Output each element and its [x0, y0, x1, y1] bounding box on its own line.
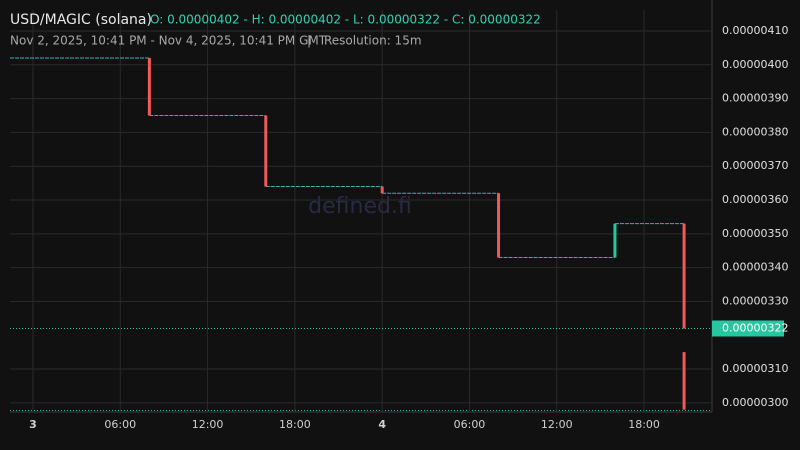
x-tick-label: 12:00 — [541, 418, 573, 431]
x-tick-label: 4 — [378, 418, 386, 431]
last-price-tag — [712, 320, 784, 337]
candle-body — [613, 223, 617, 258]
x-tick-label: 3 — [29, 418, 37, 431]
candle-body — [682, 352, 686, 410]
x-tick-label: 18:00 — [628, 418, 660, 431]
y-tick-label: 0.00000360 — [722, 193, 788, 206]
y-tick-label: 0.00000310 — [722, 362, 788, 375]
candle-body — [264, 115, 268, 187]
plot-area — [10, 10, 712, 412]
y-tick-label: 0.00000380 — [722, 125, 788, 138]
y-tick-label: 0.00000390 — [722, 92, 788, 105]
y-tick-label: 0.00000410 — [722, 24, 788, 37]
x-tick-label: 12:00 — [192, 418, 224, 431]
separator: | — [307, 34, 311, 48]
watermark: defined.fi — [308, 194, 412, 219]
y-tick-label: 0.00000350 — [722, 227, 788, 240]
y-tick-label: 0.00000340 — [722, 261, 788, 274]
y-tick-label: 0.00000370 — [722, 159, 788, 172]
y-tick-label: 0.00000400 — [722, 58, 788, 71]
candle-body — [497, 193, 501, 258]
candle-body — [380, 186, 384, 194]
last-price-label: 0.00000322 — [722, 321, 788, 334]
ohlc-summary: O: 0.00000402 - H: 0.00000402 - L: 0.000… — [150, 13, 541, 27]
chart-subtitle: Nov 2, 2025, 10:41 PM - Nov 4, 2025, 10:… — [10, 34, 327, 48]
x-tick-label: 06:00 — [454, 418, 486, 431]
chart-title: USD/MAGIC (solana) — [10, 12, 152, 28]
candle-body — [682, 223, 686, 329]
y-tick-label: 0.00000300 — [722, 396, 788, 409]
x-tick-label: 18:00 — [279, 418, 311, 431]
x-tick-label: 06:00 — [104, 418, 136, 431]
y-tick-label: 0.00000330 — [722, 294, 788, 307]
resolution: Resolution: 15m — [324, 34, 422, 48]
candle-body — [147, 58, 151, 116]
